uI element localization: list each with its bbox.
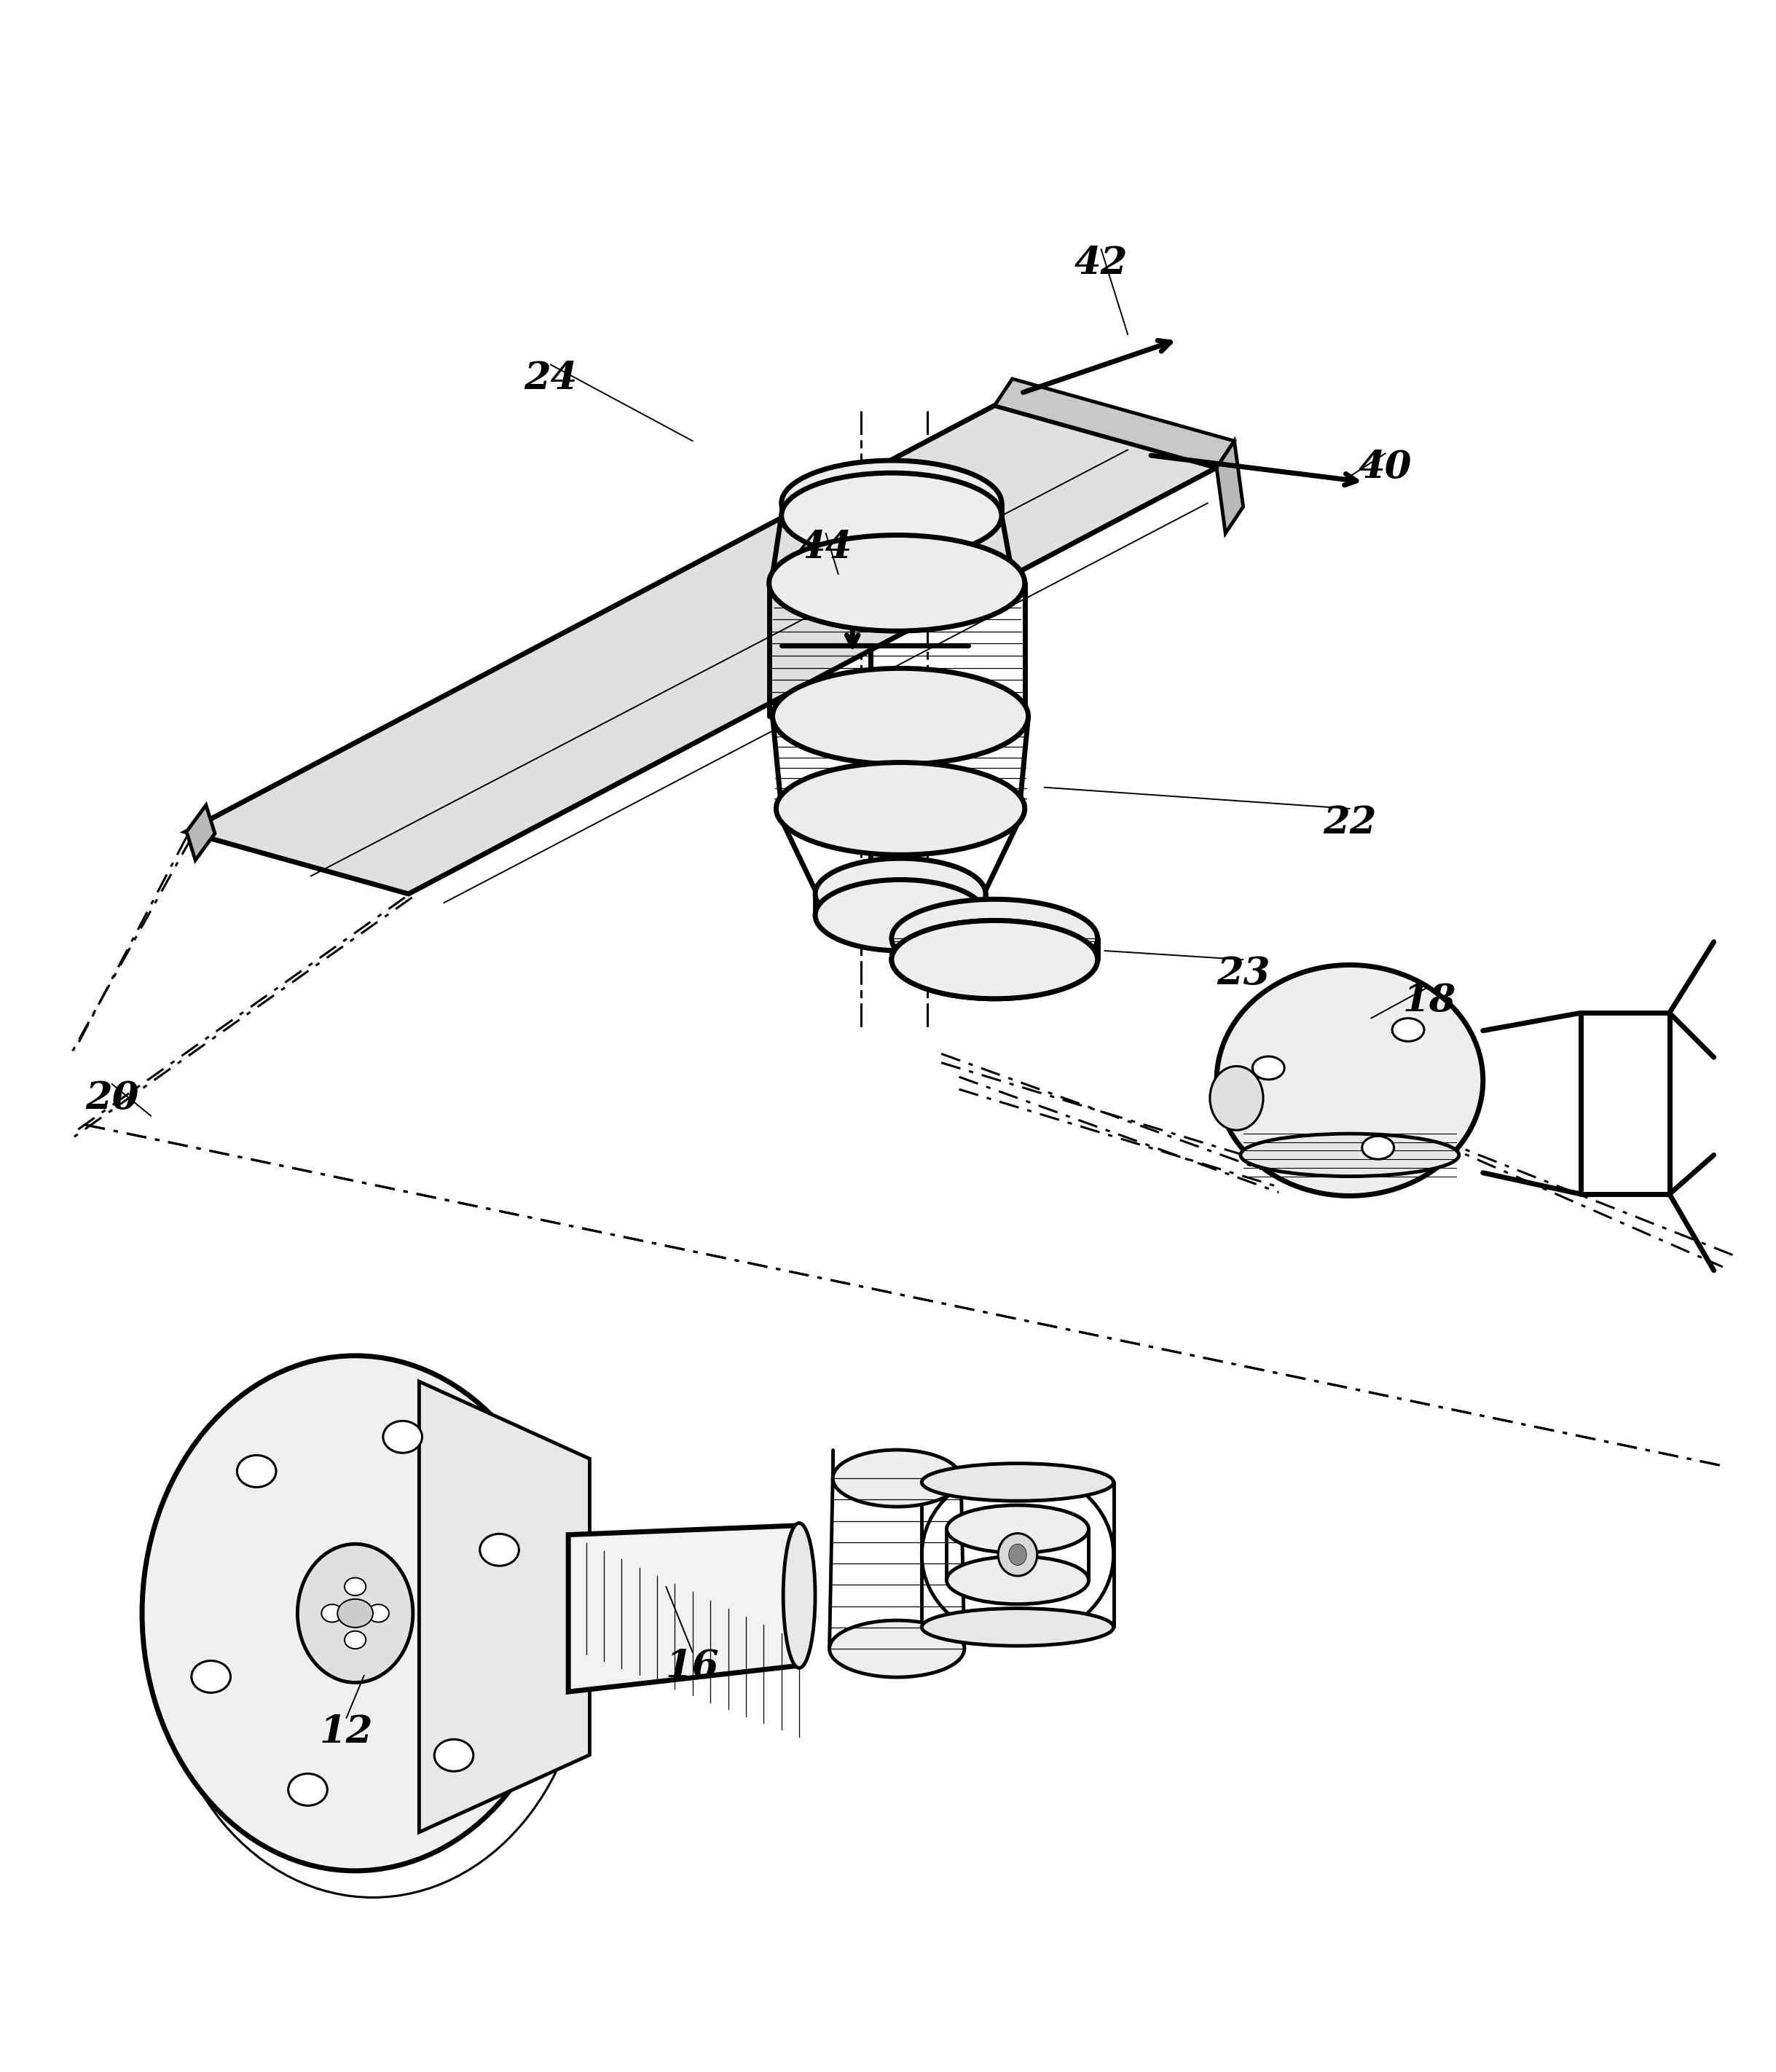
Ellipse shape (345, 1577, 366, 1595)
Ellipse shape (833, 1450, 961, 1506)
Ellipse shape (947, 1504, 1089, 1552)
Ellipse shape (922, 1608, 1114, 1645)
Ellipse shape (998, 1533, 1037, 1577)
Ellipse shape (435, 1738, 474, 1772)
Ellipse shape (192, 1660, 231, 1693)
Ellipse shape (892, 920, 1098, 999)
Polygon shape (186, 406, 1217, 893)
Polygon shape (186, 806, 215, 860)
Ellipse shape (829, 1620, 964, 1676)
Ellipse shape (1362, 1135, 1394, 1158)
Text: 16: 16 (666, 1647, 719, 1685)
Ellipse shape (1392, 1017, 1424, 1042)
Ellipse shape (892, 899, 1098, 978)
Polygon shape (1217, 441, 1243, 533)
Ellipse shape (142, 1355, 568, 1871)
Text: 44: 44 (799, 528, 852, 566)
Ellipse shape (345, 1631, 366, 1649)
Ellipse shape (892, 920, 1098, 999)
Ellipse shape (384, 1421, 423, 1452)
Text: 42: 42 (1074, 244, 1128, 282)
Ellipse shape (781, 472, 1002, 557)
Polygon shape (419, 1382, 590, 1832)
Polygon shape (995, 379, 1234, 468)
Text: 20: 20 (85, 1080, 139, 1117)
Ellipse shape (480, 1533, 519, 1566)
Ellipse shape (769, 535, 1025, 632)
Text: 23: 23 (1217, 955, 1270, 992)
Ellipse shape (236, 1455, 275, 1488)
Ellipse shape (781, 460, 1002, 545)
Ellipse shape (1240, 1133, 1458, 1177)
Ellipse shape (922, 1463, 1114, 1500)
Text: 24: 24 (524, 361, 577, 398)
Text: 40: 40 (1359, 450, 1412, 487)
Ellipse shape (1252, 1057, 1284, 1080)
Ellipse shape (773, 669, 1028, 765)
Ellipse shape (1009, 1544, 1027, 1564)
Ellipse shape (337, 1600, 373, 1627)
Ellipse shape (815, 858, 986, 930)
Ellipse shape (321, 1604, 343, 1622)
Ellipse shape (815, 881, 986, 951)
Text: 18: 18 (1403, 982, 1456, 1019)
Ellipse shape (297, 1544, 414, 1682)
Ellipse shape (947, 1556, 1089, 1604)
Ellipse shape (368, 1604, 389, 1622)
Ellipse shape (776, 762, 1025, 856)
Ellipse shape (288, 1774, 327, 1805)
Ellipse shape (1209, 1067, 1263, 1129)
Ellipse shape (783, 1523, 815, 1668)
Polygon shape (568, 1525, 799, 1691)
Text: 12: 12 (320, 1714, 373, 1751)
Ellipse shape (1217, 966, 1483, 1196)
Text: 22: 22 (1323, 804, 1376, 841)
